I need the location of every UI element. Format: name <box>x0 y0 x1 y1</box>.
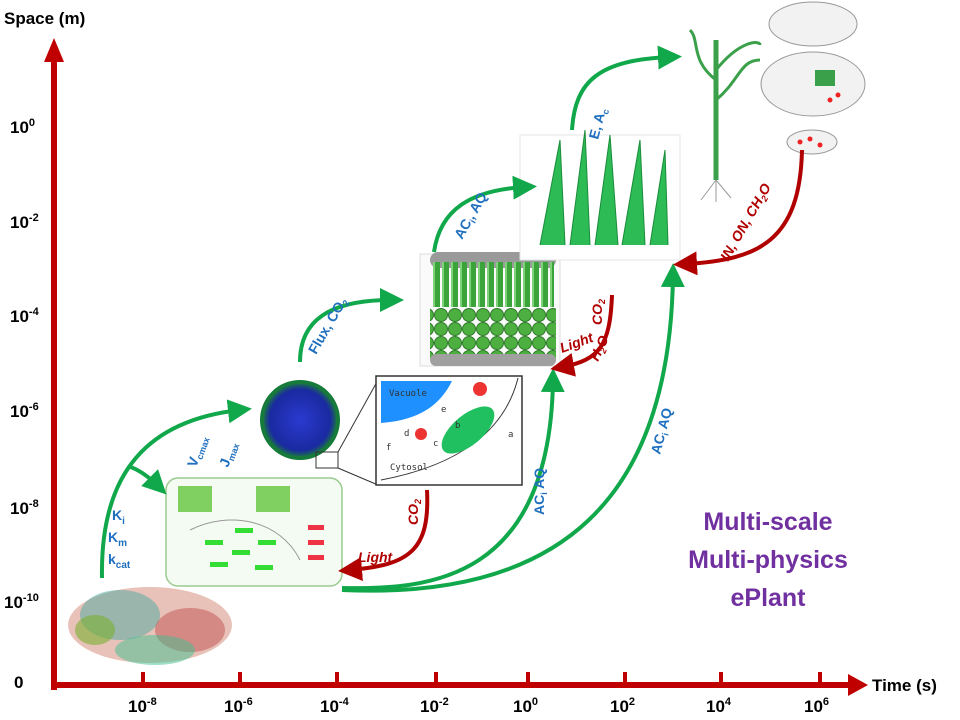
y-tick: 10-8 <box>10 498 39 518</box>
label-a: a <box>508 430 513 440</box>
x-tick: 10-6 <box>224 696 253 716</box>
diagram-title: Multi-scale Multi-physics ePlant <box>688 508 848 612</box>
co2-label-1: CO2 <box>405 499 423 525</box>
svg-text:Ki: Ki <box>112 507 125 527</box>
x-tick: 106 <box>804 696 829 716</box>
origin-label: 0 <box>14 673 23 692</box>
svg-text:Km: Km <box>108 529 127 549</box>
y-tick: 10-10 <box>4 592 39 612</box>
jmax-label: Jmax <box>216 439 242 469</box>
h2o-label: H2O <box>586 333 613 364</box>
label-b: b <box>455 421 460 431</box>
plant-image <box>688 1 866 202</box>
y-tick: 10-6 <box>10 401 39 421</box>
arrow-chloroplast-to-tissue <box>298 288 404 363</box>
aci-aq-label-1: ACi, AQ <box>451 189 492 242</box>
arrow-light-co2-h2o-to-tissue <box>550 294 614 377</box>
aci-aq-label-2: ACi AQ <box>531 468 549 515</box>
y-axis <box>44 38 64 690</box>
x-tick-labels: 10-8 10-6 10-4 10-2 100 102 104 106 <box>128 696 829 716</box>
chloroplast-image <box>260 379 379 486</box>
arrow-tissue-to-canopy <box>432 175 537 253</box>
label-d: d <box>404 429 409 439</box>
svg-text:ePlant: ePlant <box>730 584 806 612</box>
x-tick: 10-8 <box>128 696 157 716</box>
red-arrows <box>338 149 804 581</box>
svg-text:Multi-scale: Multi-scale <box>703 508 832 536</box>
arrow-nutrients-to-canopy <box>673 149 804 276</box>
label-f: f <box>386 443 391 453</box>
x-axis-label: Time (s) <box>872 676 937 695</box>
x-tick: 104 <box>706 696 732 716</box>
cytosol-label: Cytosol <box>390 463 428 473</box>
leaf-tissue-image <box>419 252 561 367</box>
protein-structure-image <box>68 587 232 665</box>
arrow-to-pathway <box>127 464 167 495</box>
x-tick: 100 <box>513 696 538 716</box>
label-e: e <box>441 405 446 415</box>
y-axis-label: Space (m) <box>4 9 85 28</box>
green-arrows <box>99 45 685 593</box>
light-label-1: Light <box>358 549 394 565</box>
arrow-canopy-to-plant <box>570 45 682 131</box>
x-tick: 102 <box>610 696 635 716</box>
arrow-protein-to-chloroplast <box>99 399 252 579</box>
svg-text:Multi-physics: Multi-physics <box>688 546 848 574</box>
kinetic-parameters: Ki Km kcat <box>108 507 131 571</box>
svg-text:kcat: kcat <box>108 551 131 571</box>
y-tick-labels: 100 10-2 10-4 10-6 10-8 10-10 <box>4 117 40 612</box>
arrow-pathway-to-canopy <box>341 263 685 593</box>
x-tick: 10-2 <box>420 696 449 716</box>
vcmax-label: Vcmax <box>184 433 212 470</box>
co2-label-2: CO2 <box>589 299 607 325</box>
aci-aq-label-3: ACi AQ <box>647 406 677 456</box>
cell-diagram: Vacuole Cytosol a b c d e f <box>375 375 523 486</box>
metabolic-pathway-image <box>165 477 343 587</box>
x-axis <box>51 672 868 696</box>
arrow-light-co2-to-pathway <box>338 489 430 581</box>
y-tick: 10-4 <box>10 306 40 326</box>
vacuole-label: Vacuole <box>389 389 427 399</box>
arrow-pathway-to-tissue <box>341 368 565 591</box>
y-tick: 100 <box>10 117 35 137</box>
e-ac-label: E, Ac <box>585 106 611 141</box>
y-tick: 10-2 <box>10 212 39 232</box>
label-c: c <box>433 439 438 449</box>
x-tick: 10-4 <box>320 696 350 716</box>
canopy-image <box>519 129 681 261</box>
